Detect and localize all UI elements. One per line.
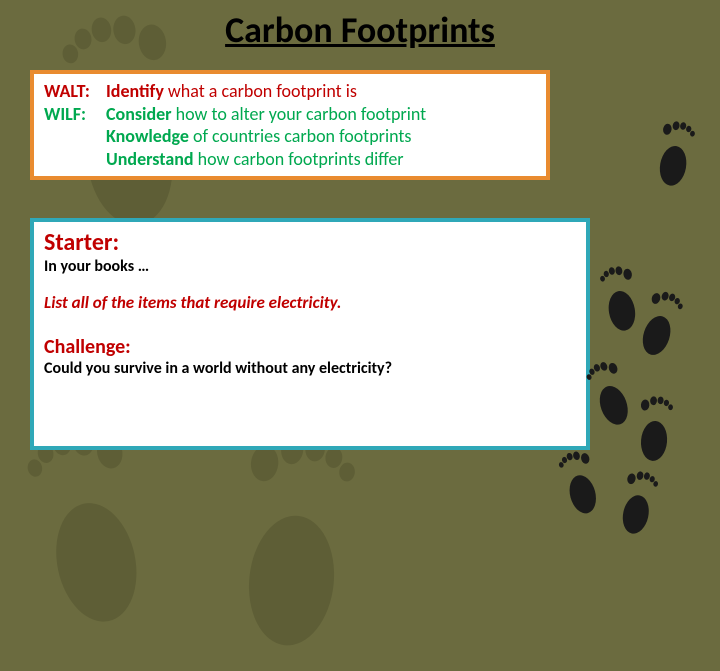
challenge-text: Could you survive in a world without any… xyxy=(44,359,576,378)
wilf-label: WILF: xyxy=(44,103,106,171)
background-footprint-icon xyxy=(218,424,372,671)
wilf-keyword: Understand xyxy=(106,148,194,170)
challenge-heading: Challenge: xyxy=(44,335,576,359)
wilf-rest: how to alter your carbon footprint xyxy=(172,103,427,125)
footprint-icon xyxy=(552,446,608,522)
walt-keyword: Identify xyxy=(106,80,164,102)
wilf-content: Consider how to alter your carbon footpr… xyxy=(106,103,426,171)
starter-box: Starter: In your books … List all of the… xyxy=(30,218,590,450)
walt-label: WALT: xyxy=(44,80,106,103)
walt-rest: what a carbon footprint is xyxy=(164,80,357,102)
walt-wilf-box: WALT: Identify what a carbon footprint i… xyxy=(30,70,550,180)
footprint-icon xyxy=(632,393,678,466)
starter-instruction: List all of the items that require elect… xyxy=(44,292,576,313)
starter-heading: Starter: xyxy=(44,228,576,257)
wilf-keyword: Consider xyxy=(106,103,172,125)
footprint-icon xyxy=(649,117,701,193)
footprint-icon xyxy=(611,467,664,542)
wilf-keyword: Knowledge xyxy=(106,125,189,147)
page-title: Carbon Footprints xyxy=(0,0,720,52)
walt-content: Identify what a carbon footprint is xyxy=(106,80,357,103)
wilf-rest: how carbon footprints differ xyxy=(194,148,404,170)
wilf-rest: of countries carbon footprints xyxy=(189,125,412,147)
starter-sub: In your books … xyxy=(44,257,576,276)
